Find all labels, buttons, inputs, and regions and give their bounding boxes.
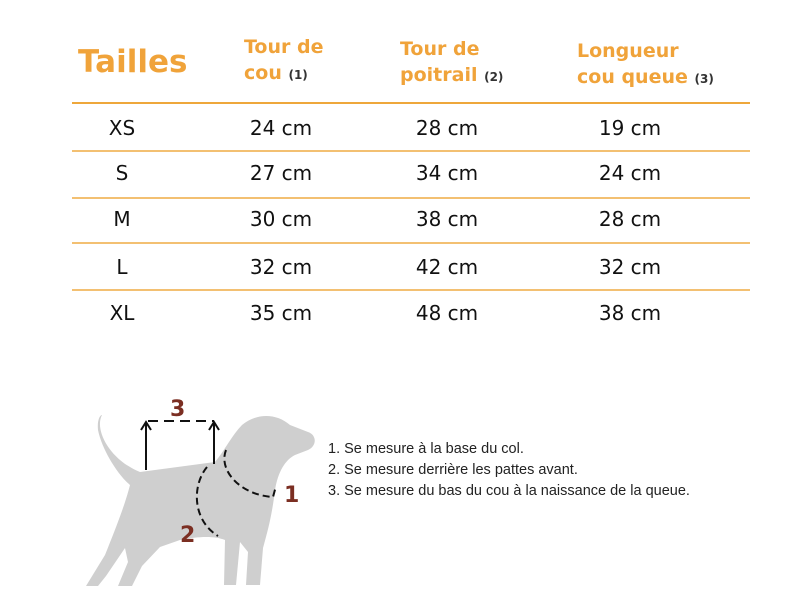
header-ref: (2) xyxy=(484,70,504,84)
value-cell: 24 cm xyxy=(598,161,662,185)
value-cell: 24 cm xyxy=(249,116,313,140)
value-cell: 32 cm xyxy=(249,255,313,279)
header-length: Longueur cou queue (3) xyxy=(577,38,714,92)
value-cell: 19 cm xyxy=(598,116,662,140)
header-text: poitrail xyxy=(400,64,478,86)
neck-measure-line xyxy=(223,449,277,499)
value-cell: 42 cm xyxy=(415,255,479,279)
value-cell: 38 cm xyxy=(415,207,479,231)
header-line: Tour de xyxy=(244,36,324,58)
arrow-tail xyxy=(140,420,152,470)
sizes-title: Tailles xyxy=(78,44,188,80)
dog-silhouette xyxy=(86,415,315,586)
chest-measure-line xyxy=(195,466,219,537)
header-divider xyxy=(72,102,750,104)
size-cell: XL xyxy=(109,301,135,325)
size-cell: XS xyxy=(108,116,136,140)
row-divider xyxy=(72,150,750,152)
value-cell: 32 cm xyxy=(598,255,662,279)
value-cell: 28 cm xyxy=(415,116,479,140)
header-ref: (1) xyxy=(288,68,308,82)
header-text: cou xyxy=(244,62,282,84)
header-text: cou queue xyxy=(577,66,688,88)
header-line: cou queue (3) xyxy=(577,64,714,92)
size-cell: L xyxy=(116,255,128,279)
value-cell: 27 cm xyxy=(249,161,313,185)
arrow-neck xyxy=(208,420,220,464)
header-neck: Tour de cou (1) xyxy=(244,34,324,88)
header-chest: Tour de poitrail (2) xyxy=(400,36,503,90)
value-cell: 35 cm xyxy=(249,301,313,325)
header-ref: (3) xyxy=(694,72,714,86)
value-cell: 34 cm xyxy=(415,161,479,185)
size-cell: S xyxy=(115,161,129,185)
label-2: 2 xyxy=(180,523,195,548)
value-cell: 30 cm xyxy=(249,207,313,231)
value-cell: 48 cm xyxy=(415,301,479,325)
header-line: Longueur xyxy=(577,40,679,62)
value-cell: 38 cm xyxy=(598,301,662,325)
header-line: cou (1) xyxy=(244,60,324,88)
size-cell: M xyxy=(113,207,131,231)
row-divider xyxy=(72,242,750,244)
dog-diagram: 3 1 2 xyxy=(86,397,315,586)
row-divider xyxy=(72,197,750,199)
header-line: Tour de xyxy=(400,38,480,60)
row-divider xyxy=(72,289,750,291)
note-3: 3. Se mesure du bas du cou à la naissanc… xyxy=(328,483,690,499)
label-3: 3 xyxy=(170,397,185,422)
value-cell: 28 cm xyxy=(598,207,662,231)
header-line: poitrail (2) xyxy=(400,62,503,90)
note-2: 2. Se mesure derrière les pattes avant. xyxy=(328,462,578,478)
note-1: 1. Se mesure à la base du col. xyxy=(328,441,524,457)
label-1: 1 xyxy=(284,483,299,508)
